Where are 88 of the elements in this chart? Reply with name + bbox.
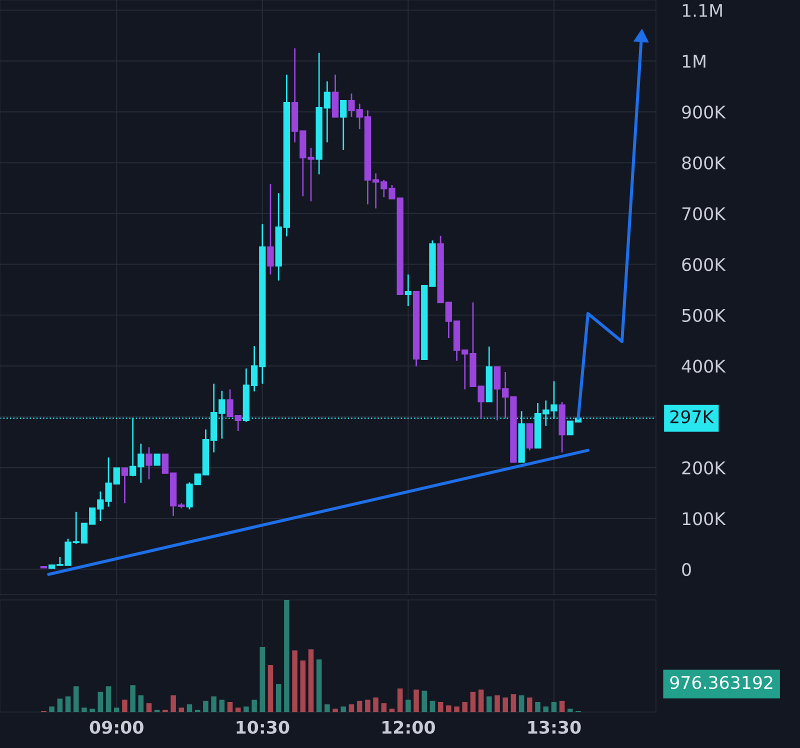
- y-tick-label: 0: [682, 562, 691, 576]
- bar: [284, 600, 290, 712]
- x-tick-label: 10:30: [236, 720, 290, 734]
- y-tick-label: 200K: [682, 461, 726, 474]
- y-tick-label: 400K: [682, 360, 726, 373]
- y-tick-label: 500K: [682, 308, 726, 322]
- bar: [268, 664, 274, 712]
- bar: [365, 700, 370, 712]
- bar: [138, 695, 144, 712]
- bar: [211, 696, 216, 712]
- bar: [90, 708, 95, 712]
- bar: [154, 710, 160, 712]
- candlestick: [121, 467, 128, 504]
- y-tick-label: 1M: [682, 54, 706, 68]
- bar: [324, 704, 330, 712]
- y-tick-label: 600K: [682, 258, 726, 272]
- bar: [276, 684, 282, 712]
- bar: [186, 704, 192, 712]
- bar: [308, 649, 314, 712]
- bar: [178, 708, 184, 712]
- bar: [82, 708, 87, 712]
- bar: [146, 703, 152, 712]
- bar: [162, 710, 168, 712]
- text: 976.363192: [670, 676, 772, 690]
- bar: [527, 698, 532, 712]
- candlestick: [154, 454, 160, 466]
- x-tick-label: 12:00: [382, 720, 435, 734]
- bar: [446, 705, 452, 712]
- bar: [227, 702, 233, 712]
- candlestick: [526, 423, 533, 452]
- y-tick-label: 100K: [682, 512, 726, 526]
- bar: [235, 708, 241, 712]
- bar: [300, 660, 306, 712]
- bar: [486, 696, 492, 712]
- candlestick: [404, 274, 412, 307]
- bar: [389, 708, 395, 712]
- bar: [430, 700, 436, 712]
- bar: [170, 695, 176, 712]
- bar: [356, 700, 362, 712]
- bar: [348, 704, 354, 712]
- bar: [219, 700, 225, 712]
- candlestick: [340, 100, 347, 151]
- bar: [406, 700, 411, 712]
- bar: [316, 659, 322, 712]
- bar: [454, 706, 460, 712]
- y-tick-label: 800K: [682, 156, 726, 170]
- bar: [535, 702, 540, 712]
- bar: [122, 700, 128, 712]
- bar: [252, 700, 257, 712]
- bar: [397, 688, 403, 712]
- ref-line-label: 297K: [670, 410, 714, 424]
- bar: [292, 650, 298, 712]
- bar: [73, 686, 79, 712]
- bar: [130, 685, 136, 712]
- bar: [332, 708, 338, 712]
- bar: [543, 706, 548, 712]
- bar: [381, 703, 387, 712]
- bar: [568, 708, 573, 712]
- bar: [65, 696, 71, 712]
- bar: [414, 690, 419, 712]
- bar: [502, 698, 508, 712]
- bar: [98, 692, 104, 712]
- y-tick-label: 900K: [682, 106, 726, 119]
- x-tick-label: 09:00: [90, 720, 144, 734]
- bar: [340, 706, 346, 712]
- bar: [114, 708, 120, 712]
- bar: [260, 647, 266, 712]
- bar: [510, 694, 516, 712]
- bar: [203, 700, 208, 712]
- bar: [551, 702, 557, 712]
- bar: [494, 695, 500, 712]
- bar: [244, 706, 249, 712]
- bar: [559, 700, 565, 712]
- bar: [478, 690, 484, 712]
- candlestick: [267, 183, 274, 276]
- bar: [470, 692, 476, 712]
- candlestick: [146, 446, 152, 480]
- y-tick-label: 700K: [682, 207, 726, 220]
- bar: [373, 698, 378, 712]
- bar: [462, 702, 468, 712]
- bar: [57, 698, 63, 712]
- x-tick-label: 13:30: [528, 720, 581, 734]
- y-tick-label: 1.1M: [682, 4, 722, 17]
- bar: [106, 686, 112, 712]
- bar: [422, 690, 428, 712]
- bar: [438, 702, 444, 712]
- bar: [518, 695, 524, 712]
- bar: [49, 706, 54, 712]
